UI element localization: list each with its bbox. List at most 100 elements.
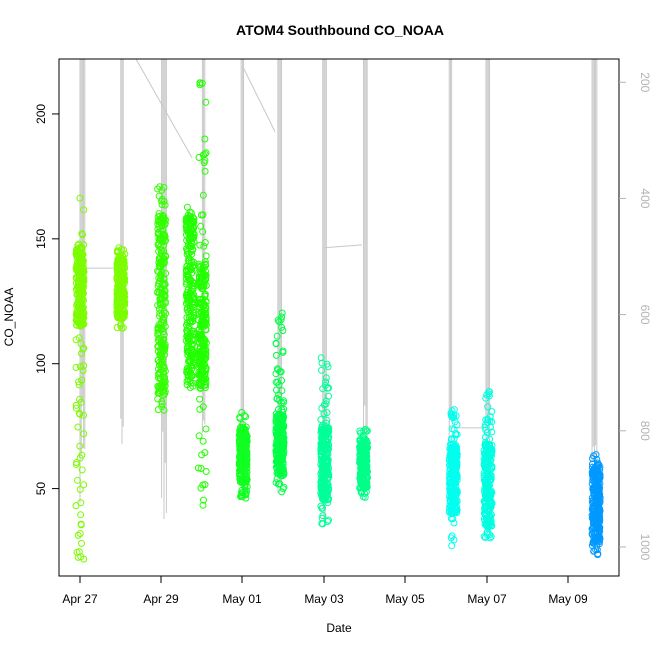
data-point: [158, 400, 166, 408]
data-point: [183, 364, 191, 372]
data-point: [199, 481, 207, 489]
data-point: [487, 475, 495, 483]
data-point: [198, 211, 205, 219]
data-point: [452, 491, 460, 499]
data-point: [363, 427, 371, 435]
data-point: [236, 466, 244, 474]
data-point: [278, 323, 286, 331]
data-point: [278, 387, 286, 395]
data-point: [187, 248, 195, 256]
data-point: [279, 408, 287, 416]
data-point: [187, 379, 195, 387]
data-point: [450, 406, 458, 414]
data-point: [324, 444, 332, 451]
data-point: [201, 135, 209, 143]
y-tick-label: 100: [34, 353, 48, 373]
data-point: [154, 282, 162, 290]
data-point: [482, 512, 490, 520]
data-point: [161, 347, 168, 355]
data-point: [362, 458, 370, 466]
data-point: [239, 453, 247, 461]
data-point: [202, 325, 210, 333]
data-point: [275, 452, 283, 460]
data-point: [194, 464, 202, 472]
data-point: [200, 496, 207, 504]
data-point: [594, 461, 602, 469]
data-point: [119, 324, 127, 332]
data-point: [320, 482, 328, 490]
data-point: [446, 474, 454, 482]
data-point: [195, 432, 203, 440]
data-point: [76, 194, 84, 202]
data-point: [448, 532, 456, 540]
pressure-transit-line: [323, 244, 363, 249]
data-point: [158, 195, 166, 203]
pressure-transit-line: [135, 58, 193, 158]
data-point: [159, 230, 167, 238]
data-point: [324, 384, 331, 392]
data-point: [317, 456, 325, 464]
data-point: [321, 496, 329, 504]
data-point: [72, 364, 80, 371]
data-point: [159, 339, 167, 347]
data-point: [484, 502, 492, 510]
data-point: [188, 269, 196, 277]
data-point: [274, 433, 282, 441]
data-point: [322, 374, 330, 382]
data-point: [198, 285, 206, 293]
data-point: [243, 454, 251, 461]
data-point: [114, 273, 122, 281]
data-point: [197, 270, 205, 278]
data-point: [280, 422, 288, 430]
data-point: [200, 278, 208, 286]
data-point: [119, 290, 127, 298]
data-point: [183, 246, 191, 254]
data-point: [200, 242, 208, 250]
data-point: [199, 403, 207, 411]
data-point: [241, 428, 249, 436]
data-point: [195, 263, 203, 271]
data-point: [202, 468, 210, 475]
data-point: [236, 475, 244, 483]
data-point: [486, 531, 494, 539]
data-point: [201, 371, 208, 378]
data-point: [76, 249, 84, 256]
data-point: [161, 201, 169, 209]
y-axis-label: CO_NOAA: [2, 288, 16, 347]
data-point: [77, 363, 84, 371]
pressure-trace-layer: [79, 58, 598, 534]
data-point: [80, 344, 88, 352]
data-point: [72, 274, 80, 281]
data-point: [118, 274, 126, 282]
data-point: [452, 453, 460, 461]
data-point: [317, 440, 325, 448]
data-point: [76, 322, 84, 330]
data-point: [591, 470, 599, 478]
data-point: [319, 512, 327, 520]
data-point: [78, 466, 86, 474]
data-point: [187, 219, 194, 227]
data-point: [80, 320, 88, 328]
data-point: [362, 480, 370, 488]
data-point: [157, 264, 165, 271]
data-point: [358, 470, 366, 478]
data-point: [114, 312, 122, 320]
data-point: [241, 463, 249, 471]
data-point: [73, 321, 80, 329]
data-point: [199, 501, 207, 509]
x-tick-label: May 05: [385, 592, 425, 606]
data-point: [77, 263, 85, 271]
data-point: [197, 365, 205, 373]
data-point: [322, 400, 330, 408]
chart-title: ATOM4 Southbound CO_NOAA: [236, 22, 444, 38]
data-point: [197, 309, 205, 317]
data-point: [197, 465, 205, 472]
data-point: [279, 327, 287, 334]
data-point: [596, 472, 604, 480]
data-point: [594, 491, 602, 498]
data-point: [160, 342, 168, 350]
data-point: [196, 395, 204, 403]
data-point: [200, 159, 208, 167]
data-point: [161, 291, 169, 299]
